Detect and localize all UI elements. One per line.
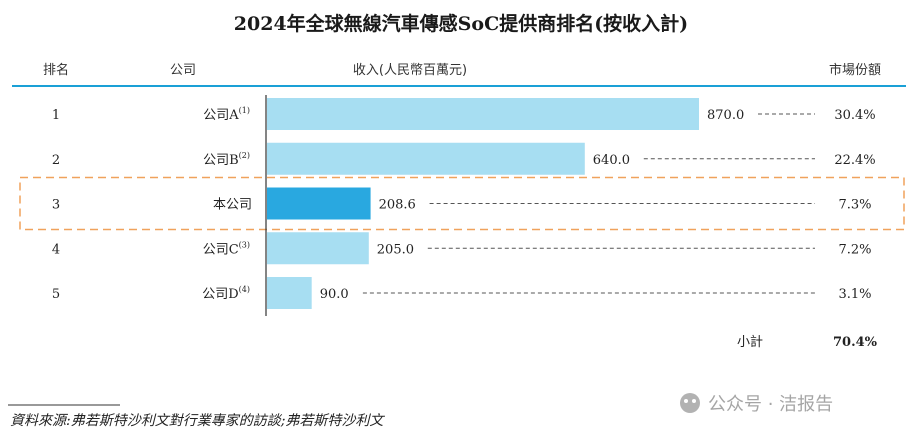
watermark: 公众号 · 洁报告 — [680, 393, 833, 415]
rank-label: 2 — [52, 153, 60, 168]
chart-title: 2024年全球無線汽車傳感SoC提供商排名(按收入計) — [234, 12, 688, 35]
rank-label: 1 — [52, 108, 60, 123]
share-label: 22.4% — [834, 153, 875, 168]
value-label: 640.0 — [593, 153, 630, 168]
bar — [267, 142, 585, 175]
header-rank: 排名 — [43, 62, 69, 78]
company-label: 公司D(4) — [202, 285, 250, 302]
share-label: 30.4% — [834, 108, 875, 123]
watermark-text: 公众号 · 洁报告 — [708, 394, 833, 415]
bar — [267, 232, 369, 265]
company-label: 公司B(2) — [203, 151, 250, 168]
source-note: 資料來源:弗若斯特沙利文對行業專家的訪談;弗若斯特沙利文 — [10, 413, 385, 429]
rank-label: 3 — [52, 198, 60, 213]
header-revenue: 收入(人民幣百萬元) — [353, 63, 467, 78]
share-label: 7.3% — [838, 198, 871, 213]
company-label: 本公司 — [213, 198, 252, 213]
company-label: 公司C(3) — [203, 240, 250, 257]
footnote-marker: (4) — [239, 285, 250, 294]
rank-label: 4 — [52, 242, 60, 257]
highlight-box — [19, 176, 905, 231]
bar — [267, 187, 371, 220]
header-share: 市場份額 — [829, 62, 881, 78]
header-company: 公司 — [170, 63, 196, 78]
subtotal-label: 小計 — [737, 334, 763, 350]
footnote-marker: (1) — [239, 106, 250, 115]
value-label: 90.0 — [320, 287, 349, 302]
share-label: 7.2% — [838, 242, 871, 257]
bar — [267, 98, 699, 130]
company-label: 公司A(1) — [203, 106, 250, 123]
footnote-marker: (2) — [239, 151, 250, 160]
wechat-icon — [680, 393, 700, 413]
value-label: 870.0 — [707, 108, 744, 123]
subtotal-value: 70.4% — [833, 335, 878, 350]
rank-label: 5 — [52, 287, 60, 302]
footnote-marker: (3) — [239, 240, 250, 249]
share-label: 3.1% — [838, 287, 871, 302]
value-label: 205.0 — [377, 242, 414, 257]
value-label: 208.6 — [379, 198, 416, 213]
bar — [267, 277, 312, 309]
